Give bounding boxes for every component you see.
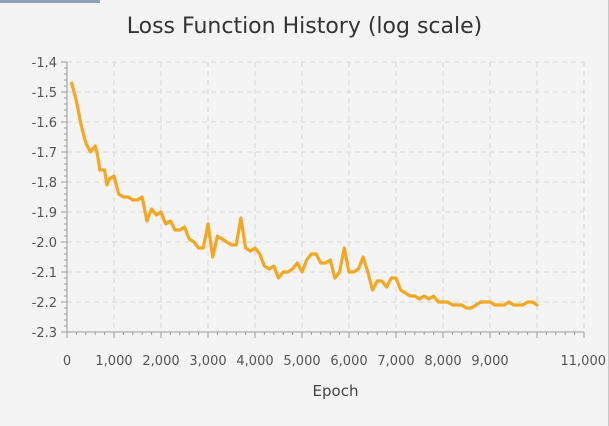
x-tick-label: 9,000 <box>471 354 508 369</box>
y-tick-label: -1.4 <box>32 56 57 71</box>
x-tick-label: 1,000 <box>95 354 132 369</box>
y-tick-label: -1.6 <box>32 116 57 131</box>
y-tick-label: -1.8 <box>32 176 57 191</box>
x-axis-title: Epoch <box>313 382 359 400</box>
y-tick-label: -2.3 <box>32 326 57 341</box>
y-tick-label: -2.0 <box>32 236 57 251</box>
window-top-edge <box>0 0 100 3</box>
y-tick-label: -2.2 <box>32 296 57 311</box>
y-tick-label: -1.7 <box>32 146 57 161</box>
y-tick-label: -2.1 <box>32 266 57 281</box>
x-tick-label: 5,000 <box>283 354 320 369</box>
x-tick-label: 3,000 <box>189 354 226 369</box>
x-tick-label: 11,000 <box>561 354 607 369</box>
x-tick-label: 0 <box>63 354 71 369</box>
y-tick-label: -1.5 <box>32 86 57 101</box>
x-tick-label: 4,000 <box>236 354 273 369</box>
x-tick-label: 2,000 <box>142 354 179 369</box>
x-tick-label: 7,000 <box>377 354 414 369</box>
plot-area <box>67 62 584 332</box>
x-tick-label: 6,000 <box>330 354 367 369</box>
series-line-0 <box>70 81 539 310</box>
y-tick-label: -1.9 <box>32 206 57 221</box>
x-tick-label: 8,000 <box>424 354 461 369</box>
chart-title: Loss Function History (log scale) <box>126 14 483 39</box>
